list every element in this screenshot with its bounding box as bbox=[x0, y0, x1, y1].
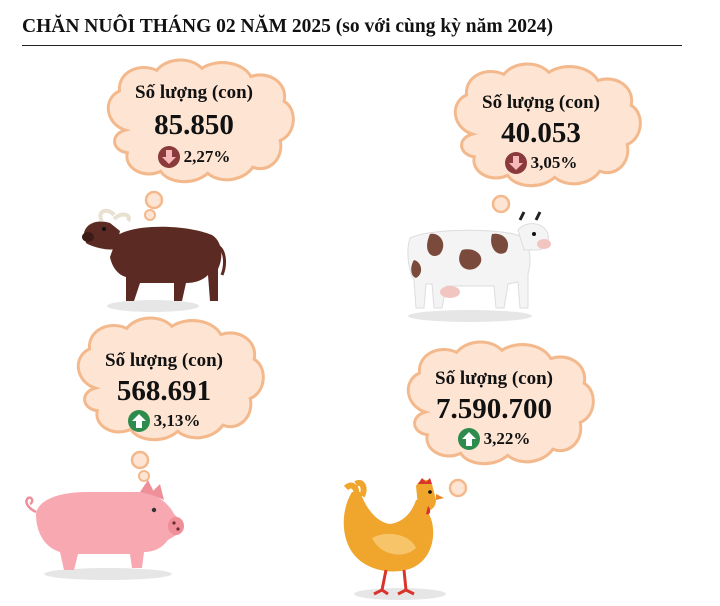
chicken-panel: Số lượng (con) 7.590.700 3,22% bbox=[396, 340, 596, 500]
down-arrow-icon bbox=[504, 152, 527, 175]
thought-cloud bbox=[453, 62, 642, 214]
quantity-value: 85.850 bbox=[154, 109, 234, 141]
cow-icon bbox=[407, 211, 551, 322]
up-arrow-icon bbox=[457, 428, 480, 451]
quantity-value: 40.053 bbox=[501, 117, 581, 149]
change-percent: 3,05% bbox=[530, 153, 578, 173]
quantity-label: Số lượng (con) bbox=[435, 368, 553, 389]
change-percent: 3,13% bbox=[153, 411, 201, 431]
buffalo-icon bbox=[82, 208, 226, 312]
down-arrow-icon bbox=[157, 146, 180, 169]
chicken-icon bbox=[343, 478, 446, 600]
pig-icon bbox=[25, 480, 184, 580]
quantity-value: 7.590.700 bbox=[436, 393, 552, 425]
thought-cloud bbox=[106, 58, 295, 221]
change-percent: 3,22% bbox=[483, 429, 531, 449]
quantity-label: Số lượng (con) bbox=[105, 350, 223, 371]
cow-panel: Số lượng (con) 40.053 3,05% bbox=[443, 62, 643, 222]
page-title: CHĂN NUÔI THÁNG 02 NĂM 2025 (so với cùng… bbox=[22, 16, 554, 37]
quantity-label: Số lượng (con) bbox=[135, 82, 253, 103]
buffalo-panel: Số lượng (con) 85.850 2,27% bbox=[96, 58, 296, 221]
up-arrow-icon bbox=[127, 410, 150, 433]
thought-cloud bbox=[76, 316, 265, 482]
title-divider bbox=[22, 45, 682, 46]
change-percent: 2,27% bbox=[183, 147, 231, 167]
quantity-value: 568.691 bbox=[116, 375, 212, 407]
pig-panel: Số lượng (con) 568.691 3,13% bbox=[66, 316, 266, 482]
quantity-label: Số lượng (con) bbox=[482, 92, 600, 113]
change-indicator: 3,22% bbox=[457, 428, 531, 451]
change-indicator: 3,13% bbox=[127, 410, 201, 433]
change-indicator: 3,05% bbox=[504, 152, 578, 175]
change-indicator: 2,27% bbox=[157, 146, 231, 169]
thought-cloud bbox=[406, 340, 595, 498]
